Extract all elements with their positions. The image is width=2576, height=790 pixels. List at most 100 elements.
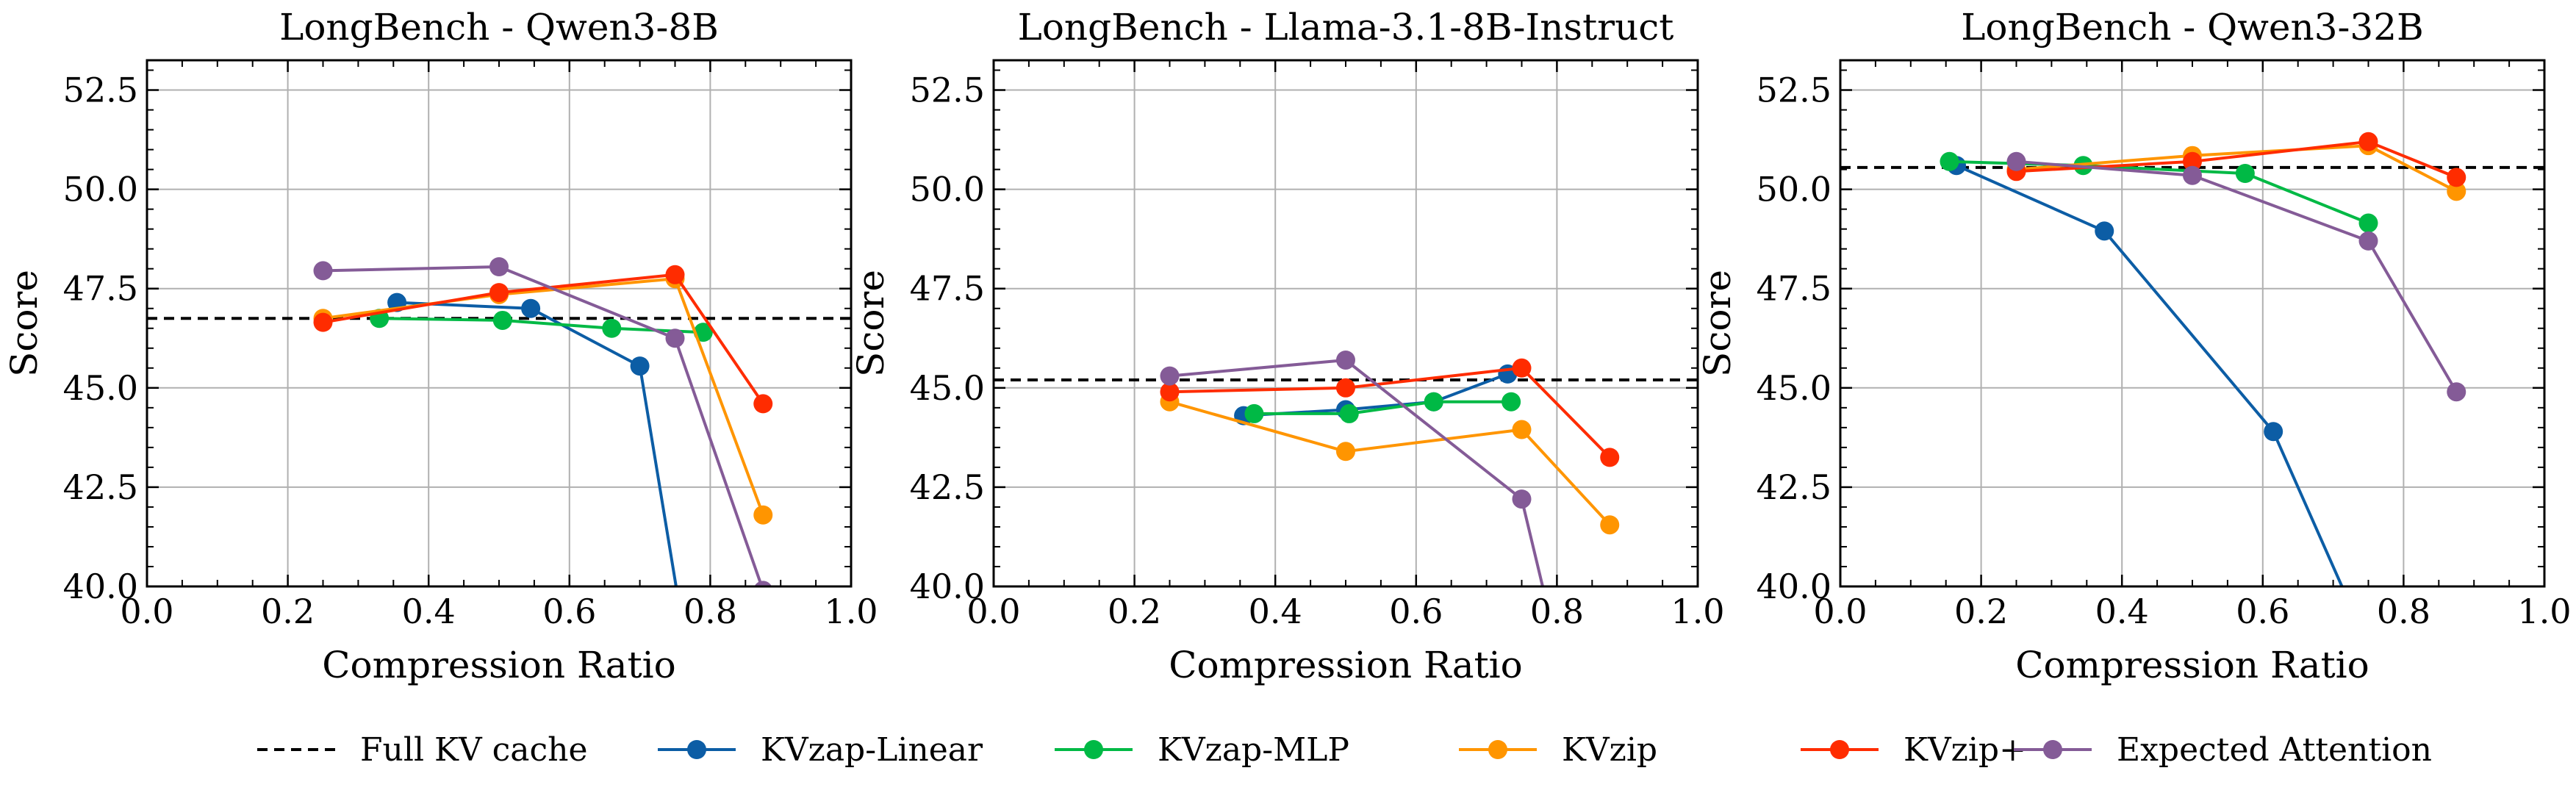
expected-attention-point	[1336, 350, 1355, 370]
kvzip-point	[1512, 420, 1532, 439]
panel-1-series-expected-attention	[313, 256, 772, 586]
x-tick-label: 0.0	[966, 592, 1020, 631]
panel-1-x-axis-label: Compression Ratio	[322, 644, 676, 686]
panel-2-x-axis-label: Compression Ratio	[1169, 644, 1523, 686]
panel-3-grid	[1840, 60, 2545, 587]
kvzap-mlp-point	[1244, 403, 1264, 423]
panel-2-series	[1160, 350, 1620, 656]
y-tick-label: 42.5	[63, 467, 138, 507]
kvzip-line	[1169, 366, 1611, 459]
x-tick-label: 0.8	[2377, 592, 2430, 631]
kvzip-point	[753, 394, 773, 414]
kvzip-point	[489, 283, 509, 303]
legend-swatch-marker-kvzip	[1830, 740, 1849, 759]
panel-1-series-kvzip	[313, 269, 773, 525]
kvzip-line	[323, 273, 764, 405]
kvzip-point	[2358, 132, 2378, 151]
expected-attention-point	[1547, 636, 1566, 656]
y-tick-label: 42.5	[1757, 467, 1831, 507]
y-tick-label: 52.5	[63, 71, 138, 110]
kvzip-point	[2447, 182, 2466, 201]
panel-3: 0.0 0.2 0.4 0.6 0.8 1.0 40.0 42.5 45.0 47.5 50.0 52…	[1696, 6, 2572, 686]
panel-3-series-kvzip	[2006, 132, 2466, 187]
legend-label-kvzip: KVzip	[1562, 731, 1657, 769]
y-tick-label: 45.0	[910, 368, 985, 408]
panel-1-axes-frame	[146, 59, 853, 588]
kvzap-linear-point	[521, 298, 541, 318]
legend-label-full-kv-cache: Full KV cache	[360, 731, 588, 769]
kvzap-mlp-line	[1254, 400, 1512, 415]
legend-item-full-kv-cache: Full KV cache	[257, 731, 588, 769]
expected-attention-point	[754, 581, 772, 586]
y-tick-label: 47.5	[910, 269, 985, 309]
kvzap-linear-line	[397, 301, 678, 586]
panel-1-y-axis-label: Score	[3, 270, 46, 377]
kvzip-point	[1336, 378, 1355, 398]
x-tick-label: 0.2	[261, 592, 315, 631]
x-tick-label: 0.6	[1389, 592, 1443, 631]
expected-attention-line	[323, 265, 764, 586]
kvzap-linear-point	[630, 356, 650, 376]
expected-attention-point	[1512, 489, 1532, 509]
y-tick-label: 52.5	[1757, 71, 1831, 110]
panel-2-series-expected-attention	[1160, 350, 1566, 656]
expected-attention-line	[2016, 159, 2458, 393]
kvzip-line	[1169, 400, 1611, 526]
panel-1-series-kvzip	[313, 265, 773, 414]
panel-2: 0.0 0.2 0.4 0.6 0.8 1.0 40.0 42.5 45.0 47.5 50.0 52…	[850, 6, 1725, 686]
legend-item-kvzip: KVzip	[1459, 731, 1657, 769]
kvzip-point	[2447, 168, 2466, 187]
kvzip-point	[1160, 382, 1180, 402]
kvzap-mlp-point	[2235, 164, 2255, 184]
x-tick-label: 0.2	[1954, 592, 2008, 631]
legend-swatch-marker-kvzip	[1488, 740, 1507, 759]
y-tick-label: 47.5	[1757, 269, 1831, 309]
legend-label-expected-attention: Expected Attention	[2117, 731, 2432, 769]
expected-attention-point	[665, 328, 685, 348]
x-tick-label: 1.0	[2517, 592, 2571, 631]
expected-attention-point	[2183, 165, 2202, 185]
legend-label-kvzap-mlp: KVzap-MLP	[1158, 731, 1349, 769]
panel-2-series-kvzap-mlp	[1244, 392, 1521, 423]
x-tick-label: 0.4	[2095, 592, 2149, 631]
kvzap-mlp-point	[693, 323, 713, 342]
x-tick-label: 0.2	[1108, 592, 1161, 631]
expected-attention-point	[2006, 151, 2026, 171]
kvzip-point	[313, 312, 333, 332]
kvzip-point	[665, 265, 685, 284]
legend-swatch-marker-kvzap-linear	[687, 740, 706, 759]
kvzap-linear-point	[2264, 422, 2283, 442]
panel-2-y-axis-label: Score	[850, 270, 892, 377]
expected-attention-point	[489, 256, 509, 276]
kvzip-point	[753, 505, 773, 525]
legend-label-kvzip: KVzip+	[1904, 731, 2026, 769]
panel-3-y-axis-label: Score	[1696, 270, 1739, 377]
legend-item-kvzap-linear: KVzap-Linear	[658, 731, 983, 769]
panel-1-title: LongBench - Qwen3-8B	[279, 6, 719, 49]
y-tick-label: 50.0	[63, 170, 138, 209]
x-tick-label: 0.6	[542, 592, 596, 631]
expected-attention-line	[1169, 359, 1545, 586]
kvzap-linear-point	[680, 656, 699, 675]
kvzap-mlp-point	[2358, 213, 2378, 233]
x-tick-label: 0.0	[1813, 592, 1867, 631]
panel-1-series	[313, 256, 773, 675]
kvzap-mlp-point	[492, 310, 512, 330]
panel-3-axes-frame	[1839, 59, 2546, 588]
kvzip-point	[1600, 448, 1620, 467]
panel-2-axes-frame	[992, 59, 1699, 588]
x-tick-label: 0.4	[1249, 592, 1302, 631]
x-tick-label: 0.6	[2236, 592, 2289, 631]
legend-label-kvzap-linear: KVzap-Linear	[761, 731, 983, 769]
expected-attention-point	[313, 261, 333, 281]
kvzap-linear-line	[1956, 164, 2344, 586]
panel-1-series-kvzap-linear	[387, 292, 699, 675]
y-tick-label: 45.0	[1757, 368, 1831, 408]
panel-3-ticks	[1839, 60, 2546, 588]
x-tick-label: 0.4	[402, 592, 456, 631]
expected-attention-point	[2447, 382, 2466, 402]
y-tick-label: 47.5	[63, 269, 138, 309]
panel-2-title: LongBench - Llama-3.1-8B-Instruct	[1018, 6, 1674, 49]
legend-item-kvzip: KVzip+	[1801, 731, 2026, 769]
